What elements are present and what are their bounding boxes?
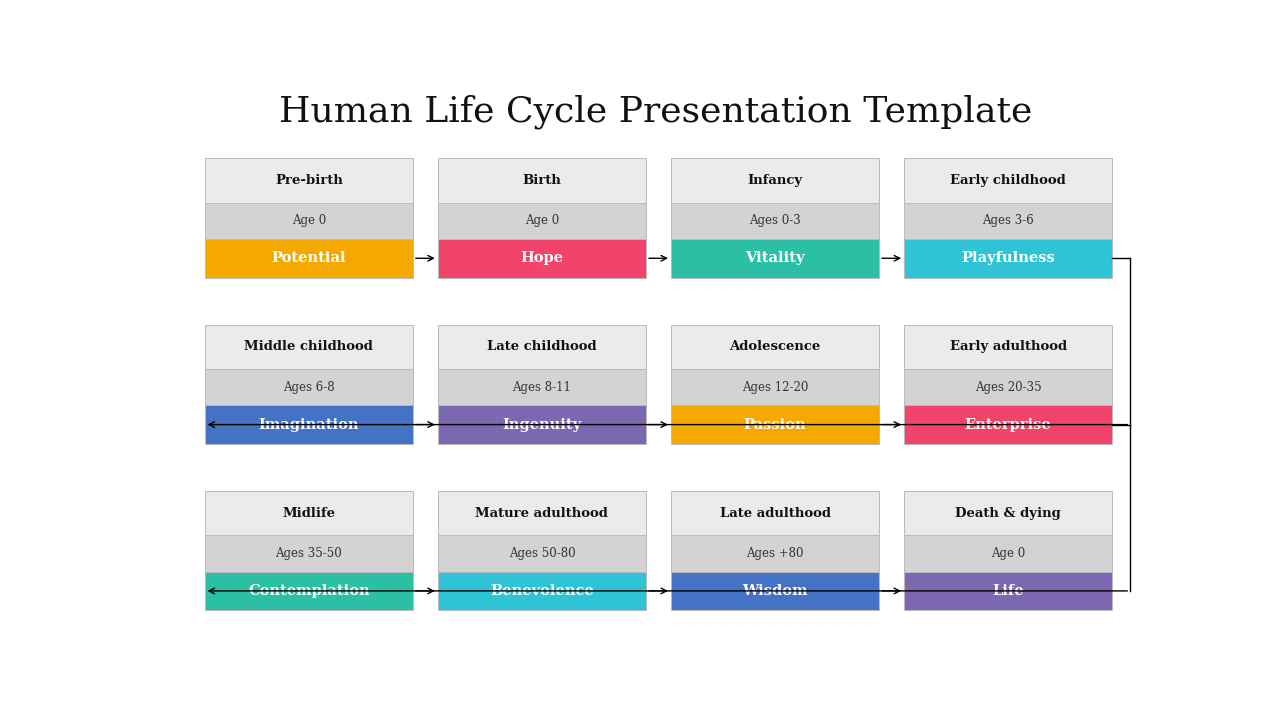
Bar: [904, 203, 1112, 239]
Text: Human Life Cycle Presentation Template: Human Life Cycle Presentation Template: [279, 94, 1033, 129]
Text: Middle childhood: Middle childhood: [244, 341, 374, 354]
Bar: [904, 158, 1112, 203]
Bar: [904, 239, 1112, 278]
Bar: [205, 536, 413, 572]
Text: Age 0: Age 0: [525, 215, 559, 228]
Text: Birth: Birth: [522, 174, 562, 187]
Bar: [205, 491, 413, 536]
Text: Passion: Passion: [744, 418, 806, 431]
Text: Ages +80: Ages +80: [746, 547, 804, 560]
Bar: [904, 325, 1112, 369]
Bar: [671, 572, 879, 611]
Text: Ages 8-11: Ages 8-11: [512, 381, 571, 394]
Text: Ages 35-50: Ages 35-50: [275, 547, 342, 560]
Bar: [438, 239, 646, 278]
Text: Imagination: Imagination: [259, 418, 360, 431]
Bar: [671, 536, 879, 572]
Text: Playfulness: Playfulness: [961, 251, 1055, 265]
Text: Infancy: Infancy: [748, 174, 803, 187]
Bar: [205, 405, 413, 444]
Bar: [205, 158, 413, 203]
Bar: [671, 405, 879, 444]
Text: Midlife: Midlife: [283, 507, 335, 520]
Bar: [205, 203, 413, 239]
Text: Late childhood: Late childhood: [488, 341, 596, 354]
Bar: [671, 158, 879, 203]
Text: Age 0: Age 0: [991, 547, 1025, 560]
Text: Benevolence: Benevolence: [490, 584, 594, 598]
Text: Mature adulthood: Mature adulthood: [475, 507, 608, 520]
Text: Death & dying: Death & dying: [955, 507, 1061, 520]
Bar: [671, 491, 879, 536]
Text: Contemplation: Contemplation: [248, 584, 370, 598]
Bar: [438, 203, 646, 239]
Text: Early adulthood: Early adulthood: [950, 341, 1066, 354]
Bar: [438, 369, 646, 405]
Bar: [904, 369, 1112, 405]
Bar: [438, 325, 646, 369]
Text: Ages 0-3: Ages 0-3: [749, 215, 801, 228]
Bar: [904, 405, 1112, 444]
Text: Ages 50-80: Ages 50-80: [508, 547, 575, 560]
Text: Wisdom: Wisdom: [742, 584, 808, 598]
Bar: [671, 369, 879, 405]
Text: Pre-birth: Pre-birth: [275, 174, 343, 187]
Bar: [671, 325, 879, 369]
Text: Ages 12-20: Ages 12-20: [742, 381, 808, 394]
Text: Adolescence: Adolescence: [730, 341, 820, 354]
Bar: [205, 239, 413, 278]
Bar: [205, 369, 413, 405]
Bar: [438, 536, 646, 572]
Text: Enterprise: Enterprise: [965, 418, 1052, 431]
Text: Potential: Potential: [271, 251, 346, 265]
Bar: [904, 572, 1112, 611]
Text: Age 0: Age 0: [292, 215, 326, 228]
Bar: [438, 158, 646, 203]
Bar: [438, 405, 646, 444]
Bar: [438, 572, 646, 611]
Text: Early childhood: Early childhood: [950, 174, 1066, 187]
Bar: [671, 203, 879, 239]
Bar: [438, 491, 646, 536]
Text: Hope: Hope: [521, 251, 563, 265]
Bar: [904, 491, 1112, 536]
Text: Ages 6-8: Ages 6-8: [283, 381, 334, 394]
Text: Vitality: Vitality: [745, 251, 805, 265]
Text: Ages 3-6: Ages 3-6: [982, 215, 1034, 228]
Text: Late adulthood: Late adulthood: [719, 507, 831, 520]
Text: Ingenuity: Ingenuity: [502, 418, 581, 431]
Text: Life: Life: [992, 584, 1024, 598]
Bar: [904, 536, 1112, 572]
Bar: [671, 239, 879, 278]
Bar: [205, 572, 413, 611]
Text: Ages 20-35: Ages 20-35: [975, 381, 1042, 394]
Bar: [205, 325, 413, 369]
